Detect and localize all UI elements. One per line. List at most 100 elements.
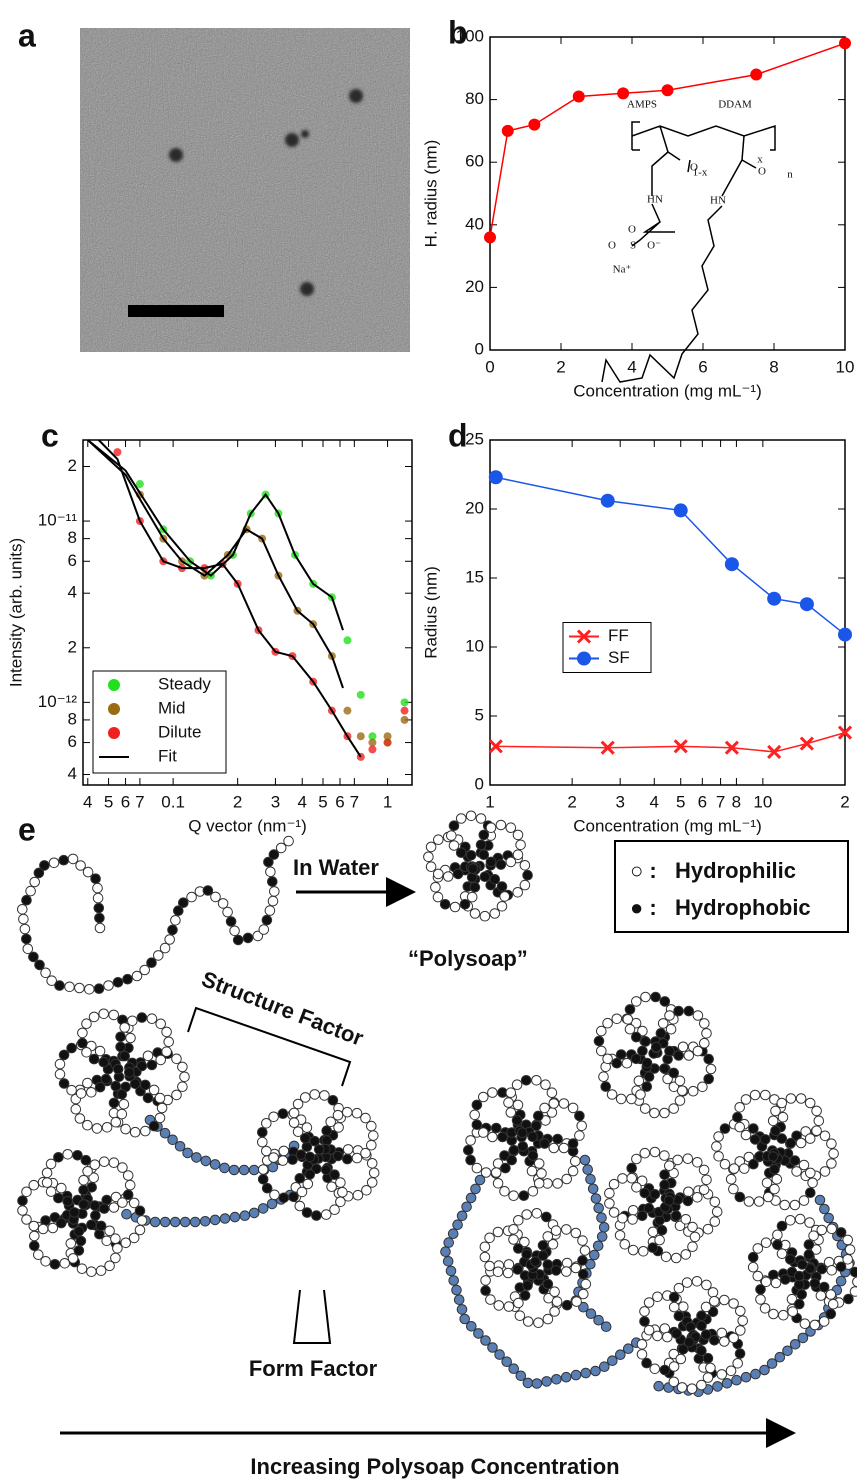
marker-x <box>600 740 615 755</box>
bead <box>311 1210 322 1221</box>
bead <box>649 1107 660 1119</box>
x-tick-label: 7 <box>716 792 725 811</box>
bead <box>506 1154 518 1166</box>
bead <box>92 882 103 894</box>
x-axis-label: Concentration (mg mL⁻¹) <box>573 816 761 835</box>
y-tick-label: 60 <box>465 152 484 171</box>
bead <box>465 1135 476 1146</box>
bead <box>698 1184 710 1195</box>
bead <box>451 1284 462 1296</box>
bead <box>439 899 451 910</box>
bead <box>732 1111 743 1123</box>
bead <box>59 1258 70 1269</box>
bead <box>261 914 273 926</box>
bead <box>199 1216 211 1227</box>
y-tick-label: 10 <box>465 636 484 655</box>
bead <box>95 1220 107 1232</box>
bead <box>747 1261 759 1273</box>
bead <box>94 1045 106 1057</box>
bead <box>547 1239 559 1250</box>
bead <box>492 1226 504 1238</box>
bead <box>668 1103 680 1114</box>
y-tick-label: 100 <box>456 26 484 45</box>
bead <box>479 1241 491 1253</box>
x-tick-label: 7 <box>350 792 359 811</box>
bead <box>89 1159 101 1170</box>
bead <box>471 1162 483 1174</box>
bead <box>521 1209 533 1220</box>
bead <box>712 1381 723 1392</box>
bead <box>70 1103 82 1115</box>
bead <box>134 1205 146 1217</box>
bead <box>54 1068 66 1080</box>
bead <box>139 964 150 976</box>
bead <box>574 1130 585 1141</box>
bead <box>615 1349 626 1360</box>
bead <box>18 913 29 925</box>
x-tick-label: 6 <box>335 792 344 811</box>
bead <box>795 1093 807 1104</box>
structure-label: Na⁺ <box>613 264 632 276</box>
bead <box>319 1090 330 1101</box>
bead <box>561 1257 573 1269</box>
bead <box>623 1343 634 1354</box>
bead <box>489 908 501 919</box>
bead <box>762 1191 774 1203</box>
bead <box>487 1342 498 1353</box>
bead <box>772 1229 783 1241</box>
series-line <box>87 439 362 758</box>
bead <box>136 1012 148 1023</box>
bead <box>173 905 184 917</box>
y-tick-label: 4 <box>68 764 77 783</box>
bead <box>647 1226 659 1238</box>
bead <box>825 1308 837 1320</box>
bead <box>82 1119 93 1131</box>
bead <box>617 1212 628 1224</box>
bead <box>512 887 524 898</box>
bead <box>480 1275 491 1286</box>
legend-label: Fit <box>158 746 177 765</box>
marker <box>767 591 782 606</box>
bead <box>469 1109 481 1121</box>
bead <box>687 1221 698 1233</box>
marker <box>356 690 365 699</box>
bead <box>560 1371 572 1383</box>
bead <box>826 1223 838 1235</box>
bead <box>329 1204 340 1215</box>
bead <box>56 1217 67 1229</box>
bead <box>257 1164 269 1175</box>
bead <box>696 1345 707 1356</box>
bead <box>455 847 467 859</box>
bead <box>86 1087 97 1098</box>
bead <box>734 1121 746 1133</box>
bead <box>119 1022 130 1033</box>
bead <box>567 1138 579 1149</box>
bead <box>478 1091 489 1103</box>
bead <box>108 1202 120 1213</box>
bead <box>749 1089 761 1101</box>
tem-image <box>80 28 410 352</box>
legend-label: Hydrophilic <box>675 858 796 883</box>
bead <box>302 1178 314 1190</box>
x-axis-label: Concentration (mg mL⁻¹) <box>573 381 761 400</box>
bead <box>826 1138 837 1149</box>
bead <box>652 1291 663 1303</box>
bead <box>283 835 294 847</box>
x-tick-label: 1 <box>383 792 392 811</box>
bead <box>760 1237 772 1248</box>
bead <box>622 1014 634 1025</box>
bead <box>104 1225 115 1237</box>
bead <box>505 1107 517 1118</box>
bead <box>81 1047 92 1058</box>
bead <box>649 1363 661 1375</box>
bead <box>692 1010 704 1021</box>
bead <box>29 1230 40 1242</box>
structure-label: S <box>630 240 636 252</box>
bead <box>294 1200 306 1212</box>
bead <box>101 1194 112 1206</box>
bead <box>110 1252 121 1264</box>
bonds <box>601 121 776 383</box>
bead <box>76 1263 88 1274</box>
bead <box>92 892 104 904</box>
